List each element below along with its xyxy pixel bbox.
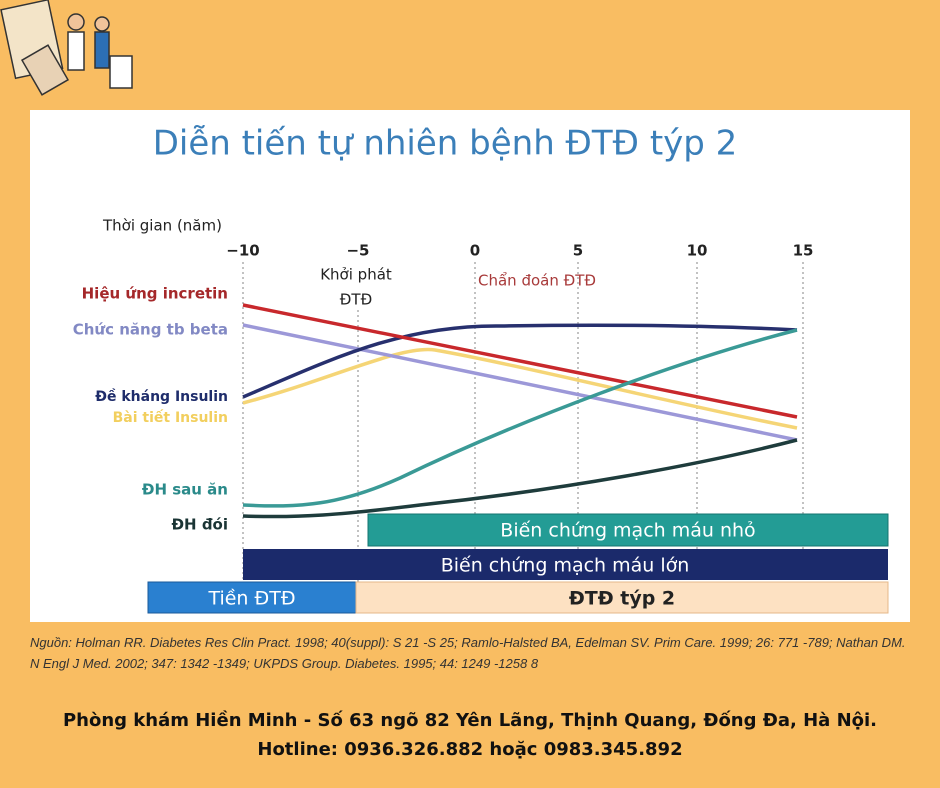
curves (242, 303, 798, 519)
bar-label: ĐTĐ týp 2 (569, 588, 675, 610)
title: Diễn tiến tự nhiên bệnh ĐTĐ týp 2 (153, 124, 738, 164)
tick-label: −5 (346, 242, 369, 260)
bar (147, 581, 357, 614)
curve (242, 323, 798, 399)
curve-label: Hiệu ứng incretin (82, 285, 228, 303)
bar (367, 513, 889, 547)
bar-label: Biến chứng mạch máu lớn (441, 555, 690, 577)
annotation: ĐTĐ (340, 291, 372, 309)
tick-label: 0 (470, 242, 480, 260)
tick-label: 15 (793, 242, 814, 260)
annotation: Chẩn đoán ĐTĐ (478, 272, 596, 290)
bar (355, 581, 889, 614)
tick-label: 5 (573, 242, 583, 260)
annotation: Khởi phát (320, 266, 392, 284)
curve (242, 323, 798, 442)
infographic: Diễn tiến tự nhiên bệnh ĐTĐ týp 2 Thời g… (0, 0, 910, 622)
curve-label: ĐH đói (171, 516, 228, 534)
source-note: Nguồn: Holman RR. Diabetes Res Clin Prac… (30, 635, 906, 671)
curve (242, 328, 798, 508)
curve-label: Bài tiết Insulin (113, 409, 228, 426)
bar (243, 549, 888, 580)
axis-label: Thời gian (năm) (102, 217, 222, 235)
bar-label: Tiền ĐTĐ (207, 588, 295, 610)
tick-label: −10 (226, 242, 259, 260)
curve (242, 438, 798, 519)
footer-address: Phòng khám Hiền Minh - Số 63 ngõ 82 Yên … (62, 710, 878, 731)
bar-label: Biến chứng mạch máu nhỏ (500, 520, 755, 542)
footer-hotline: Hotline: 0936.326.882 hoặc 0983.345.892 (257, 739, 683, 760)
curve-label: ĐH sau ăn (142, 481, 228, 499)
curve (242, 347, 798, 430)
curve-label: Đề kháng Insulin (95, 388, 228, 405)
curve (242, 303, 798, 419)
curve-label: Chức năng tb beta (73, 321, 228, 339)
logo-icon (0, 0, 133, 96)
tick-label: 10 (687, 242, 708, 260)
